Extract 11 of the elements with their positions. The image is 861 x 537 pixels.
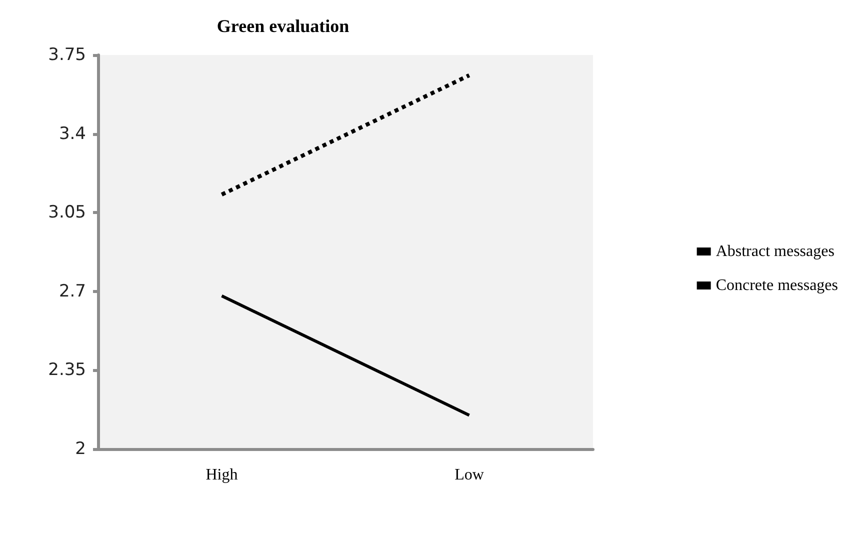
legend-label: Concrete messages [716,277,838,294]
legend-label: Abstract messages [716,243,834,260]
y-tick-label: 3.05 [48,202,86,223]
y-tick-label: 2.35 [48,360,86,380]
y-tick-label: 3.75 [48,45,86,65]
y-tick-label: 3.4 [58,124,86,144]
x-tick-label: Low [454,466,484,484]
chart-title: Green evaluation [216,16,350,36]
y-tick-label: 2 [75,439,86,459]
x-tick-label: High [206,466,238,484]
y-tick-label: 2.7 [58,281,86,302]
